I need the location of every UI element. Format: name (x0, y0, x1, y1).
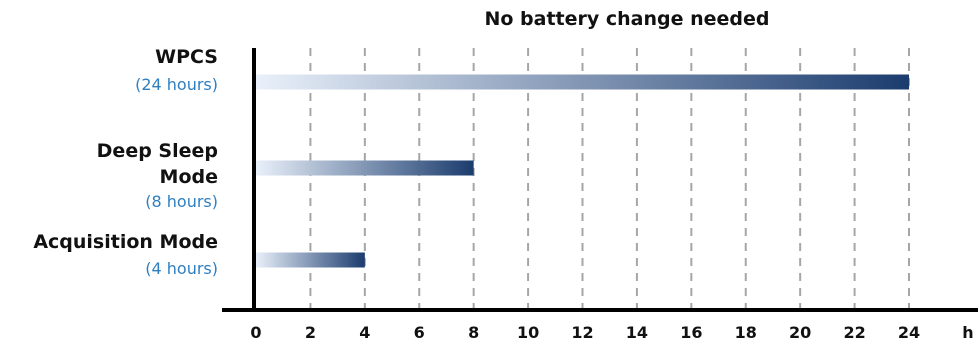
x-tick-label: 0 (250, 323, 261, 341)
category-label: Acquisition Mode (33, 231, 218, 253)
category-sublabel: (4 hours) (145, 259, 218, 278)
bars (256, 74, 909, 268)
category-label: WPCS (155, 46, 218, 68)
bar-0 (256, 74, 909, 90)
category-sublabel: (24 hours) (135, 75, 218, 94)
x-tick-label: 24 (898, 323, 920, 341)
category-sublabel: (8 hours) (145, 192, 218, 211)
x-tick-label: 10 (517, 323, 539, 341)
chart-title: No battery change needed (484, 8, 769, 30)
x-axis-unit: h (962, 323, 973, 341)
category-labels: WPCS (24 hours) Deep Sleep Mode (8 hours) Acq… (33, 46, 218, 278)
x-tick-label: 22 (843, 323, 865, 341)
x-tick-label: 14 (626, 323, 648, 341)
x-tick-label: 2 (305, 323, 316, 341)
x-tick-label: 6 (414, 323, 425, 341)
x-tick-label: 8 (468, 323, 479, 341)
bar-1 (256, 160, 474, 176)
x-tick-label: 4 (359, 323, 370, 341)
category-label: Mode (160, 166, 218, 188)
category-label: Deep Sleep (97, 140, 218, 162)
x-tick-label: 18 (735, 323, 757, 341)
x-tick-label: 12 (571, 323, 593, 341)
x-tick-label: 20 (789, 323, 811, 341)
x-tick-labels: 0 2 4 6 8 10 12 14 16 18 20 22 24 h (250, 323, 973, 341)
bar-2 (256, 252, 365, 268)
x-tick-label: 16 (680, 323, 702, 341)
